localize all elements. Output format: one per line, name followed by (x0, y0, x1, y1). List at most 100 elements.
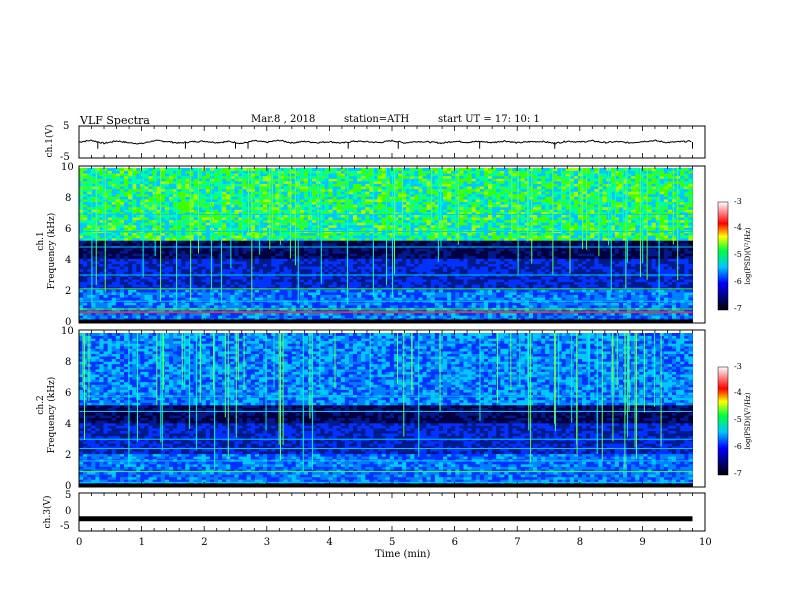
spectrogram-cell (189, 304, 194, 308)
spectrogram-cell (557, 248, 562, 252)
spectrogram-cell (369, 284, 374, 288)
spectrogram-cell (557, 292, 562, 295)
spectrogram-cell (303, 271, 309, 275)
spectrogram-cell (598, 312, 603, 316)
spectrogram-cell (222, 248, 227, 252)
spectrogram-cell (496, 268, 501, 272)
spectrogram-cell (91, 304, 96, 308)
spectrogram-cell (242, 253, 248, 257)
spectrogram-cell (475, 315, 481, 319)
spectrogram-cell (136, 253, 141, 257)
spectrogram-cell (164, 255, 170, 259)
spectrogram-cell (610, 286, 616, 290)
spectrogram-cell (672, 297, 677, 301)
spectrogram-cell (328, 302, 333, 306)
spectrogram-cell (119, 315, 125, 319)
spectrogram-cell (132, 255, 137, 259)
spectrogram-cell (230, 317, 235, 321)
spectrogram-cell (598, 294, 603, 298)
spectrogram-cell (308, 268, 313, 272)
spectrogram-cell (406, 266, 411, 270)
spectrogram-cell (479, 258, 485, 262)
spectrogram-cell (275, 258, 280, 262)
spectrogram-cell (226, 248, 231, 252)
spectrogram-cell (590, 276, 595, 280)
spectrogram-cell (618, 263, 624, 267)
spectrogram-cell (627, 284, 632, 288)
spectrogram-cell (463, 304, 468, 308)
spectrogram-cell (124, 268, 129, 272)
spectrogram-cell (87, 292, 92, 295)
spectrogram-cell (398, 294, 403, 298)
spectrogram-cell (447, 279, 452, 283)
spectrogram-cell (463, 292, 468, 295)
spectrogram-cell (348, 304, 354, 308)
spectrogram-cell (361, 284, 366, 288)
spectrogram-cell (214, 302, 219, 306)
spectrogram-cell (528, 263, 534, 267)
spectrogram-cell (418, 317, 423, 321)
spectrogram-cell (545, 266, 550, 270)
spectrogram-cell (299, 284, 305, 288)
spectrogram-cell (369, 297, 374, 301)
spectrogram-cell (659, 276, 665, 280)
spectrogram-cell (107, 302, 113, 306)
spectrogram-cell (267, 271, 272, 275)
spectrogram-cell (95, 279, 100, 283)
spectrogram-cell (475, 268, 481, 272)
spectrogram-cell (173, 258, 178, 262)
spectrogram-cell (647, 242, 652, 246)
spectrogram-cell (115, 253, 121, 257)
spectrogram-cell (259, 250, 264, 254)
spectrogram-cell (545, 242, 550, 246)
spectrogram-cell (373, 292, 378, 295)
spectrogram-cell (291, 286, 297, 290)
spectrogram-cell (508, 284, 513, 288)
spectrogram-cell (320, 255, 325, 259)
spectrogram-cell (602, 315, 607, 319)
spectrogram-cell (680, 289, 685, 293)
spectrogram-cell (537, 266, 542, 270)
spectrogram-cell (590, 304, 595, 308)
spectrogram-cell (181, 276, 186, 280)
spectrogram-cell (254, 250, 260, 254)
spectrogram-cell (169, 266, 174, 270)
spectrogram-cell (144, 255, 149, 259)
spectrogram-cell (553, 276, 558, 280)
spectrogram-cell (279, 281, 284, 285)
spectrogram-cell (393, 276, 399, 280)
spectrogram-cell (128, 268, 133, 272)
spectrogram-cell (218, 289, 223, 293)
spectrogram-cell (488, 297, 493, 301)
spectrogram-cell (332, 266, 338, 270)
spectrogram-cell (684, 279, 689, 283)
spectrogram-cell (684, 276, 689, 280)
spectrogram-cell (369, 255, 374, 259)
spectrogram-cell (336, 312, 342, 316)
spectrogram-cell (659, 253, 665, 257)
spectrogram-cell (271, 294, 276, 298)
spectrogram-cell (283, 312, 288, 316)
spectrogram-cell (381, 258, 387, 262)
spectrogram-cell (667, 266, 673, 270)
spectrogram-cell (140, 266, 145, 270)
spectrogram-cell (312, 268, 317, 272)
spectrogram-cell (537, 271, 542, 275)
spectrogram-cell (312, 242, 317, 246)
spectrogram-cell (177, 304, 182, 308)
spectrogram-cell (308, 289, 313, 293)
spectrogram-cell (381, 268, 387, 272)
spectrogram-cell (99, 289, 104, 293)
spectrogram-cell (512, 253, 517, 257)
spectrogram-cell (361, 289, 366, 293)
spectrogram-cell (201, 294, 207, 298)
spectrogram-cell (475, 286, 481, 290)
spectrogram-cell (344, 266, 350, 270)
spectrogram-cell (627, 294, 632, 298)
spectrogram-cell (164, 286, 170, 290)
spectrogram-cell (254, 304, 260, 308)
spectrogram-cell (312, 302, 317, 306)
spectrogram-cell (156, 255, 162, 259)
spectrogram-cell (205, 302, 211, 306)
spectrogram-cell (627, 315, 632, 319)
